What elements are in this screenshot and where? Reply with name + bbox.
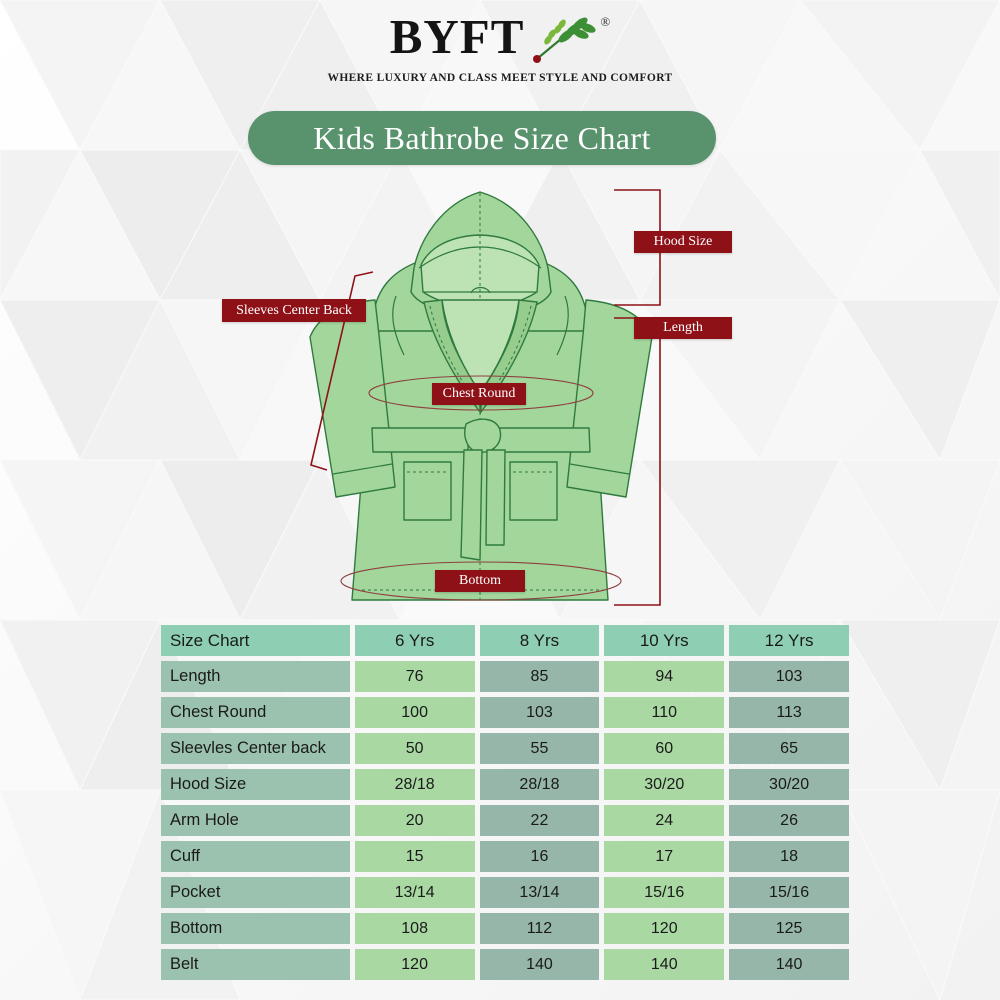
cell-cuff-8yrs: 16 — [479, 841, 600, 872]
cell-arm-hole-12yrs: 26 — [729, 805, 849, 836]
row-label-belt: Belt — [161, 949, 350, 980]
row-label-sleevles-center-back: Sleevles Center back — [161, 733, 350, 764]
annotation-bottom: Bottom — [435, 570, 525, 592]
page-title-text: Kids Bathrobe Size Chart — [313, 119, 651, 156]
cell-chest-round-10yrs: 110 — [604, 697, 725, 728]
hood-eyelet-icon — [470, 286, 491, 294]
cell-arm-hole-6yrs: 20 — [354, 805, 475, 836]
cell-chest-round-12yrs: 113 — [729, 697, 849, 728]
cell-sleevles-center-back-8yrs: 55 — [479, 733, 600, 764]
pocket-left — [403, 461, 452, 521]
column-header-12yrs: 12 Yrs — [729, 625, 849, 656]
cell-belt-6yrs: 120 — [354, 949, 475, 980]
page-title: Kids Bathrobe Size Chart — [248, 111, 716, 165]
cell-cuff-12yrs: 18 — [729, 841, 849, 872]
table-row: Belt 120 140 140 140 — [161, 949, 849, 980]
annotation-hood-size-label: Hood Size — [653, 234, 713, 249]
cell-sleevles-center-back-12yrs: 65 — [729, 733, 849, 764]
cell-belt-12yrs: 140 — [729, 949, 849, 980]
cell-cuff-10yrs: 17 — [604, 841, 725, 872]
annotation-sleeves-center-back-label: Sleeves Center Back — [236, 302, 352, 318]
row-label-length: Length — [161, 661, 350, 692]
brand-tagline: WHERE LUXURY AND CLASS MEET STYLE AND CO… — [327, 72, 673, 84]
column-header-8yrs: 8 Yrs — [479, 625, 600, 656]
brand-header: BYFT — [0, 12, 1000, 84]
hood-size-leader — [614, 189, 628, 306]
pocket-right — [509, 461, 558, 521]
cell-sleevles-center-back-10yrs: 60 — [604, 733, 725, 764]
cell-pocket-12yrs: 15/16 — [729, 877, 849, 908]
cell-bottom-12yrs: 125 — [729, 913, 849, 944]
belt-tail-left — [460, 449, 483, 561]
annotation-chest-round: Chest Round — [432, 383, 526, 405]
row-label-chest-round: Chest Round — [161, 697, 350, 728]
cell-hood-size-12yrs: 30/20 — [729, 769, 849, 800]
bottom-ellipse — [340, 561, 622, 601]
wheat-leaf-icon — [528, 12, 600, 64]
table-row: Chest Round 100 103 110 113 — [161, 697, 849, 728]
armhole-seam-right — [556, 295, 569, 356]
cell-belt-8yrs: 140 — [479, 949, 600, 980]
cell-chest-round-6yrs: 100 — [354, 697, 475, 728]
sleeves-center-back-bracket — [310, 271, 374, 471]
row-label-pocket: Pocket — [161, 877, 350, 908]
registered-trademark-icon: ® — [600, 14, 611, 29]
cell-pocket-10yrs: 15/16 — [604, 877, 725, 908]
annotation-hood-size: Hood Size — [634, 231, 732, 253]
row-label-arm-hole: Arm Hole — [161, 805, 350, 836]
cell-hood-size-10yrs: 30/20 — [604, 769, 725, 800]
cell-bottom-10yrs: 120 — [604, 913, 725, 944]
column-header-10yrs: 10 Yrs — [604, 625, 725, 656]
annotation-sleeves-center-back: Sleeves Center Back — [222, 299, 366, 322]
cell-arm-hole-10yrs: 24 — [604, 805, 725, 836]
column-header-6yrs: 6 Yrs — [354, 625, 475, 656]
annotation-length-label: Length — [663, 320, 703, 335]
cell-length-8yrs: 85 — [479, 661, 600, 692]
cell-length-12yrs: 103 — [729, 661, 849, 692]
cuff-right — [569, 463, 630, 475]
row-label-bottom: Bottom — [161, 913, 350, 944]
cell-hood-size-6yrs: 28/18 — [354, 769, 475, 800]
cuff-left — [332, 463, 393, 475]
cell-hood-size-8yrs: 28/18 — [479, 769, 600, 800]
armhole-seam-left — [392, 295, 405, 356]
belt-band-left — [371, 427, 469, 453]
size-chart-table: Size Chart 6 Yrs 8 Yrs 10 Yrs 12 Yrs Len… — [161, 625, 849, 985]
cell-belt-10yrs: 140 — [604, 949, 725, 980]
row-label-hood-size: Hood Size — [161, 769, 350, 800]
cell-chest-round-8yrs: 103 — [479, 697, 600, 728]
belt-knot — [464, 418, 502, 453]
annotation-length: Length — [634, 317, 732, 339]
annotation-bottom-label: Bottom — [458, 573, 501, 588]
cell-bottom-6yrs: 108 — [354, 913, 475, 944]
table-row: Sleevles Center back 50 55 60 65 — [161, 733, 849, 764]
annotation-chest-round-label: Chest Round — [442, 386, 516, 401]
cell-length-10yrs: 94 — [604, 661, 725, 692]
belt-band-right — [492, 427, 591, 453]
brand-name: BYFT — [389, 9, 525, 64]
table-row: Length 76 85 94 103 — [161, 661, 849, 692]
table-row: Cuff 15 16 17 18 — [161, 841, 849, 872]
belt-tail-right — [485, 449, 506, 546]
table-corner-label: Size Chart — [161, 625, 350, 656]
table-header-row: Size Chart 6 Yrs 8 Yrs 10 Yrs 12 Yrs — [161, 625, 849, 656]
cell-cuff-6yrs: 15 — [354, 841, 475, 872]
cell-length-6yrs: 76 — [354, 661, 475, 692]
table-row: Arm Hole 20 22 24 26 — [161, 805, 849, 836]
cell-bottom-8yrs: 112 — [479, 913, 600, 944]
table-row: Hood Size 28/18 28/18 30/20 30/20 — [161, 769, 849, 800]
table-row: Pocket 13/14 13/14 15/16 15/16 — [161, 877, 849, 908]
bathrobe-diagram: .rb{fill:#a3d69b;stroke:#2f7a3e;stroke-w… — [309, 189, 661, 606]
table-row: Bottom 108 112 120 125 — [161, 913, 849, 944]
cell-arm-hole-8yrs: 22 — [479, 805, 600, 836]
row-label-cuff: Cuff — [161, 841, 350, 872]
cell-pocket-8yrs: 13/14 — [479, 877, 600, 908]
length-leader — [614, 317, 628, 606]
cell-pocket-6yrs: 13/14 — [354, 877, 475, 908]
cell-sleevles-center-back-6yrs: 50 — [354, 733, 475, 764]
chest-round-ellipse — [368, 375, 594, 411]
